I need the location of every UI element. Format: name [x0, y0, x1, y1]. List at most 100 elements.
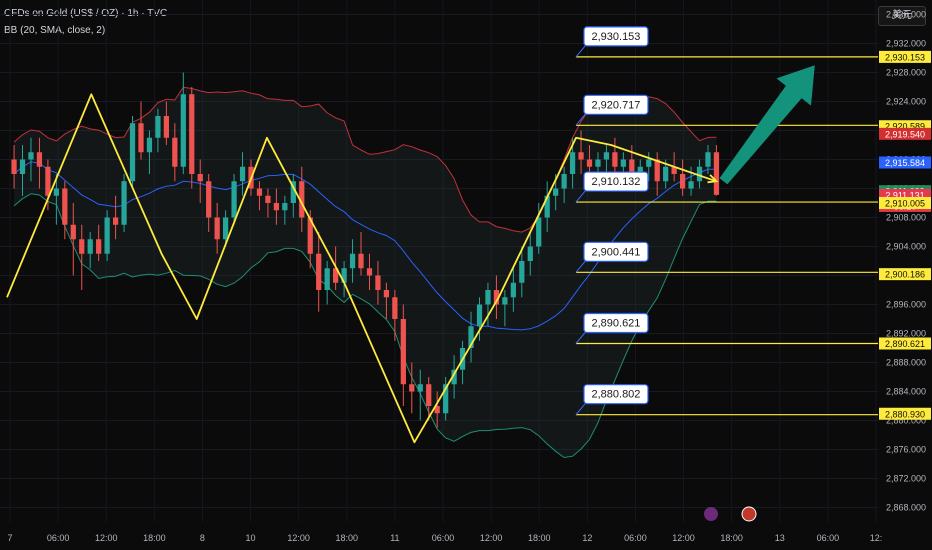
axis-label-level: 2,880.930 [879, 407, 931, 420]
candle [485, 282, 491, 327]
candle-body [654, 159, 660, 182]
x-tick-label: 7 [7, 533, 12, 543]
x-tick-label: 11 [390, 533, 399, 543]
candle [383, 282, 390, 319]
candle [96, 224, 102, 261]
axis-label-text: 2,900.186 [885, 270, 925, 280]
price-axis[interactable]: 2,936.000 2,932.000 2,928.000 2,924.000 2,92… [879, 10, 931, 513]
y-tick-label: 2,892.000 [886, 329, 926, 339]
price-callout: 2,900.441 [575, 241, 649, 273]
candle [70, 203, 76, 276]
target-arrow-shape [719, 65, 815, 185]
candle [527, 232, 533, 276]
callout-pointer [575, 44, 587, 58]
candle-body [138, 123, 144, 153]
horizontal-levels [575, 56, 878, 416]
candle-body [146, 137, 153, 153]
candle-body [87, 239, 93, 254]
y-tick-label: 2,876.000 [886, 445, 926, 455]
candle-body [273, 203, 280, 211]
price-callout: 2,890.621 [575, 312, 649, 344]
candle-body [713, 152, 720, 195]
axis-label-level: 2,900.186 [879, 268, 931, 281]
candle [239, 152, 246, 196]
price-callout: 2,880.802 [575, 384, 649, 416]
candle [146, 130, 153, 174]
candle-body [129, 123, 136, 182]
callout-text: 2,930.153 [591, 31, 640, 43]
y-tick-label: 2,904.000 [886, 242, 926, 252]
candle-body [663, 166, 669, 182]
target-arrow [719, 65, 815, 185]
candle-body [316, 253, 322, 290]
y-tick-label: 2,888.000 [886, 358, 926, 368]
axis-label-text: 2,911.131 [885, 190, 924, 200]
candle [578, 130, 584, 174]
candle-body [290, 181, 296, 203]
candle-body [366, 268, 373, 276]
candle-body [426, 384, 432, 406]
x-tick-label: 06:00 [47, 533, 70, 543]
axis-label-text: 2,920.589 [885, 122, 925, 132]
candle [400, 304, 406, 406]
candle-body [409, 384, 415, 392]
candle-body [485, 290, 491, 305]
candle-body [112, 217, 119, 225]
axis-label-bg [879, 127, 931, 140]
candle [705, 145, 711, 174]
y-tick-label: 2,908.000 [886, 213, 926, 223]
candle-body [231, 181, 237, 218]
candle [206, 174, 212, 232]
candle [349, 239, 356, 283]
currency-button[interactable]: 美元 [878, 6, 926, 26]
y-tick-label: 2,928.000 [886, 68, 926, 78]
candle-body [510, 282, 516, 298]
candle [426, 377, 432, 421]
time-axis[interactable]: 7 06:00 12:00 18:00 8 10 12:00 18:00 11 06:00 12:0… [7, 506, 882, 543]
callout-box [583, 241, 649, 262]
candle-body [637, 166, 643, 174]
candle [409, 362, 415, 414]
indicator-legend[interactable]: BB (20, SMA, close, 2) [4, 25, 106, 36]
candle [282, 195, 288, 225]
event-lightning-icon [704, 507, 718, 521]
candle [696, 159, 703, 189]
candle-body [569, 152, 576, 174]
candle-body [62, 188, 68, 225]
candle [19, 145, 26, 196]
candle-body [612, 152, 618, 167]
candle [443, 377, 449, 421]
candle [180, 72, 186, 174]
candle [417, 369, 423, 421]
candle [358, 232, 364, 276]
y-tick-label: 2,868.000 [886, 503, 926, 513]
candle [536, 203, 542, 254]
candle-body [307, 217, 313, 254]
candle-body [705, 152, 711, 167]
candle-body [11, 159, 17, 174]
x-tick-label: 18:00 [336, 533, 359, 543]
candle [299, 166, 305, 232]
candle-body [239, 166, 246, 182]
x-tick-label: 12:00 [287, 533, 310, 543]
x-tick-label: 12 [582, 533, 592, 543]
callout-pointer [575, 331, 587, 344]
zigzag-pattern [6, 93, 719, 444]
axis-label-bb-basis: 2,915.584 [879, 156, 931, 169]
candle [451, 355, 457, 399]
callout-text: 2,910.132 [591, 176, 640, 188]
axis-label-text: 2,890.621 [885, 339, 925, 349]
y-tick-label: 2,880.000 [886, 416, 926, 426]
x-tick-label: 06:00 [817, 533, 840, 543]
candle-body [586, 159, 593, 167]
candle-body [392, 297, 398, 319]
candle [468, 311, 474, 363]
candle-body [197, 174, 203, 182]
candle-body [476, 304, 483, 327]
candle [28, 137, 34, 182]
candle-body [696, 166, 703, 182]
candle [392, 290, 398, 341]
callout-box [583, 94, 649, 115]
candle [214, 203, 220, 254]
